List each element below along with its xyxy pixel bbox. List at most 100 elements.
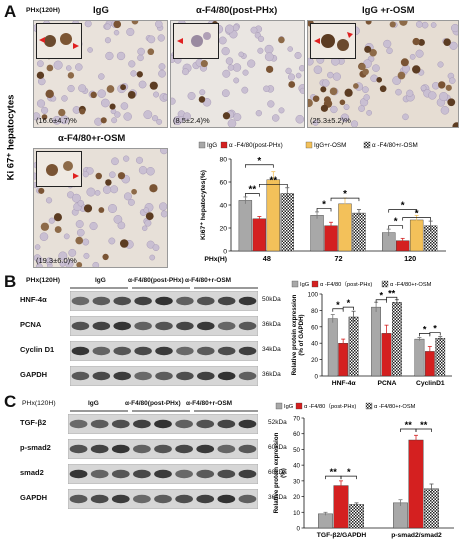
- hematoxylin-nucleus: [227, 64, 235, 71]
- blot-band: [134, 296, 152, 306]
- panel-b-condition: PHx(120H): [26, 277, 60, 284]
- significance-bracket: [332, 308, 344, 312]
- legend-label: α -F4/80(post-PHx): [229, 142, 283, 149]
- ki67-positive-nucleus: [323, 96, 331, 104]
- blot-band: [111, 444, 130, 454]
- ki67-positive-nucleus: [45, 89, 54, 99]
- hematoxylin-nucleus: [37, 77, 46, 86]
- hematoxylin-nucleus: [330, 105, 338, 114]
- y-tick-label: 40: [293, 463, 300, 470]
- legend-label: α -F4/80（post-PHx): [304, 403, 356, 410]
- hematoxylin-nucleus: [45, 197, 53, 204]
- significance-marker: **: [249, 185, 257, 196]
- micrograph-inset: [310, 23, 356, 59]
- blot-band: [217, 321, 236, 331]
- legend-label: IgG: [207, 142, 217, 149]
- hematoxylin-nucleus: [146, 167, 155, 176]
- significance-bracket: [342, 306, 354, 311]
- hematoxylin-nucleus: [428, 91, 437, 100]
- bar: [338, 342, 349, 377]
- hematoxylin-nucleus: [137, 54, 144, 62]
- blot-strip: [70, 366, 258, 386]
- hematoxylin-nucleus: [421, 21, 429, 29]
- blot-band: [217, 419, 236, 429]
- panel-b-letter: B: [4, 272, 17, 291]
- blot-band: [217, 296, 236, 306]
- panel-c-condition: PHx(120H): [22, 400, 56, 407]
- ki67-positive-nucleus: [83, 204, 93, 213]
- ki67-positive-nucleus: [320, 104, 329, 112]
- significance-bracket: [330, 197, 360, 202]
- hematoxylin-nucleus: [158, 202, 167, 211]
- blot-strip: [70, 316, 258, 336]
- bar: [409, 219, 424, 252]
- ki67-positive-nucleus: [344, 88, 353, 97]
- hematoxylin-nucleus: [222, 69, 231, 78]
- hematoxylin-nucleus: [110, 108, 117, 115]
- hematoxylin-nucleus: [257, 47, 264, 54]
- ki67-positive-nucleus: [105, 179, 112, 186]
- significance-marker: **: [330, 467, 338, 477]
- ki67-positive-nucleus: [389, 21, 396, 28]
- blot-kda-label: 50kDa: [262, 296, 281, 303]
- hematoxylin-nucleus: [430, 22, 437, 28]
- legend-swatch: [305, 141, 313, 149]
- hematoxylin-nucleus: [199, 89, 206, 96]
- blot-band: [90, 469, 109, 479]
- ki67-positive-nucleus: [365, 21, 372, 25]
- blot-band: [111, 494, 130, 504]
- significance-marker: *: [347, 298, 351, 308]
- hematoxylin-nucleus: [110, 185, 119, 194]
- hematoxylin-nucleus: [157, 34, 165, 42]
- hematoxylin-nucleus: [146, 240, 155, 249]
- hematoxylin-nucleus: [233, 113, 242, 122]
- hematoxylin-nucleus: [372, 64, 380, 72]
- hematoxylin-nucleus: [94, 117, 103, 126]
- ki67-positive-nucleus: [353, 83, 359, 89]
- bar: [310, 215, 324, 252]
- blot-band: [133, 469, 151, 479]
- ki67-positive-nucleus: [120, 84, 126, 91]
- blot-band: [217, 469, 236, 479]
- panel-b-group-lines: [70, 287, 258, 289]
- hematoxylin-nucleus: [160, 149, 167, 155]
- y-axis-label: Ki67⁺ hepatocytes(%): [200, 170, 207, 240]
- hematoxylin-nucleus: [149, 254, 156, 261]
- y-axis-label: Relative protein expression(% of GAPDH): [291, 294, 305, 375]
- hematoxylin-nucleus: [138, 80, 147, 89]
- blot-band: [71, 321, 90, 331]
- blot-band: [69, 494, 88, 504]
- blot-band: [92, 296, 111, 306]
- hematoxylin-nucleus: [82, 171, 89, 178]
- ki67-positive-nucleus: [312, 95, 320, 102]
- hematoxylin-nucleus: [34, 244, 41, 250]
- significance-bracket: [429, 332, 441, 336]
- hematoxylin-nucleus: [295, 114, 304, 124]
- hematoxylin-nucleus: [36, 60, 44, 68]
- blot-band: [176, 321, 194, 331]
- legend-swatch: [381, 280, 389, 288]
- bar: [424, 488, 439, 529]
- hematoxylin-nucleus: [82, 238, 90, 246]
- hematoxylin-nucleus: [71, 193, 81, 203]
- significance-marker: *: [415, 209, 419, 220]
- hematoxylin-nucleus: [109, 171, 116, 179]
- hematoxylin-nucleus: [366, 109, 373, 116]
- hematoxylin-nucleus: [242, 69, 249, 76]
- micrograph-f480-osm: (19.3±6.0)%: [33, 148, 168, 268]
- ki67-positive-nucleus: [200, 60, 208, 68]
- blot-band: [217, 346, 236, 356]
- blot-band: [155, 321, 173, 331]
- ki67-positive-nucleus: [90, 91, 97, 99]
- blot-band: [113, 296, 131, 306]
- hematoxylin-nucleus: [77, 200, 85, 207]
- bar: [348, 316, 359, 377]
- hematoxylin-nucleus: [449, 77, 456, 84]
- micro-title-f480-osm: α-F4/80+r-OSM: [58, 133, 126, 144]
- blot-band: [217, 494, 236, 504]
- significance-bracket: [375, 299, 387, 303]
- hematoxylin-nucleus: [152, 244, 160, 252]
- ki67-positive-nucleus: [443, 38, 451, 46]
- legend-swatch: [198, 141, 206, 149]
- bar: [327, 318, 338, 377]
